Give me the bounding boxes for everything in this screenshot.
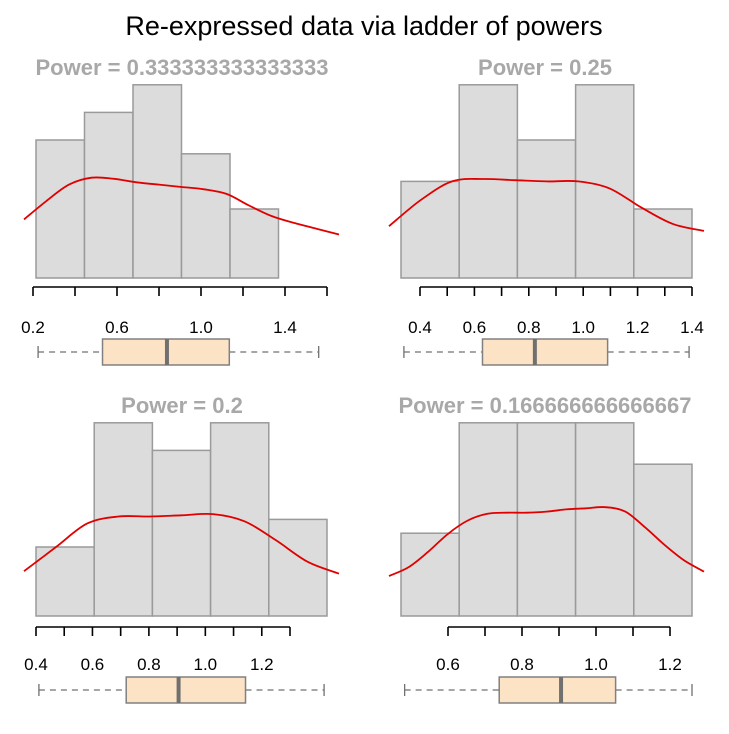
histogram-bar (229, 208, 280, 279)
panel-4: Power = 0.166666666666667 0.6 0.8 1.0 1.2 (388, 393, 705, 704)
panel-title: Power = 0.2 (121, 393, 243, 418)
x-tick-label: 0.6 (463, 318, 487, 337)
panel-title: Power = 0.166666666666667 (399, 393, 692, 418)
histogram-bar (180, 153, 231, 279)
x-tick-label: 0.6 (436, 655, 460, 674)
x-axis: 0.6 0.8 1.0 1.2 (436, 626, 682, 674)
histogram-bar (458, 84, 519, 279)
histogram-bars (400, 84, 693, 279)
x-tick-label: 0.4 (24, 655, 48, 674)
histogram-bar (268, 518, 328, 617)
histogram-bar (458, 422, 519, 617)
histogram-bars (35, 84, 280, 279)
x-tick-label: 1.0 (584, 655, 608, 674)
histogram-bar (35, 546, 95, 617)
x-axis: 0.4 0.6 0.8 1.0 1.2 (24, 626, 291, 674)
density-curve (388, 177, 705, 232)
histogram-bar (633, 208, 693, 279)
density-curve (388, 506, 705, 577)
x-axis: 0.2 0.6 1.0 1.4 (21, 286, 328, 337)
x-tick-label: 0.8 (510, 655, 534, 674)
histogram-bar (83, 111, 134, 279)
histogram-bar (574, 422, 635, 617)
boxplot-box (125, 676, 247, 704)
x-tick-label: 0.2 (21, 318, 45, 337)
x-tick-label: 1.0 (194, 655, 218, 674)
x-tick-label: 1.0 (189, 318, 213, 337)
x-tick-label: 0.4 (408, 318, 432, 337)
boxplot-box (498, 676, 617, 704)
panel-title: Power = 0.25 (478, 55, 612, 80)
histogram-bar (516, 422, 577, 617)
x-tick-label: 0.8 (137, 655, 161, 674)
histogram-bars (400, 422, 693, 617)
x-tick-label: 1.4 (680, 318, 704, 337)
boxplot (38, 676, 325, 704)
histogram-bar (400, 532, 460, 617)
density-curve (23, 176, 340, 236)
main-title: Re-expressed data via ladder of powers (125, 11, 602, 41)
histogram-bar (209, 422, 270, 617)
histogram-bar (35, 139, 86, 279)
histogram-bar (132, 84, 183, 279)
x-tick-label: 1.2 (250, 655, 274, 674)
density-curve (23, 512, 340, 575)
x-tick-label: 0.6 (81, 655, 105, 674)
histogram-bar (633, 463, 693, 617)
panel-2: Power = 0.25 0.4 0.6 0.8 1.0 1.2 1.4 (388, 55, 705, 366)
histogram-bar (400, 180, 460, 279)
x-tick-label: 0.6 (105, 318, 129, 337)
panel-title: Power = 0.333333333333333 (36, 55, 329, 80)
x-tick-label: 0.8 (517, 318, 541, 337)
histogram-bar (151, 449, 212, 617)
histogram-bar (516, 139, 577, 279)
boxplot (403, 338, 690, 366)
x-axis: 0.4 0.6 0.8 1.0 1.2 1.4 (408, 286, 704, 337)
x-tick-label: 1.2 (658, 655, 682, 674)
histogram-bars (35, 422, 328, 617)
boxplot-box (481, 338, 609, 366)
x-tick-label: 1.4 (273, 318, 297, 337)
panel-1: Power = 0.333333333333333 0.2 0.6 1.0 1.4 (21, 55, 340, 366)
x-tick-label: 1.0 (571, 318, 595, 337)
x-tick-label: 1.2 (626, 318, 650, 337)
boxplot (37, 338, 320, 366)
boxplot (403, 676, 693, 704)
panel-3: Power = 0.2 0.4 0.6 0.8 1.0 1.2 (23, 393, 340, 704)
